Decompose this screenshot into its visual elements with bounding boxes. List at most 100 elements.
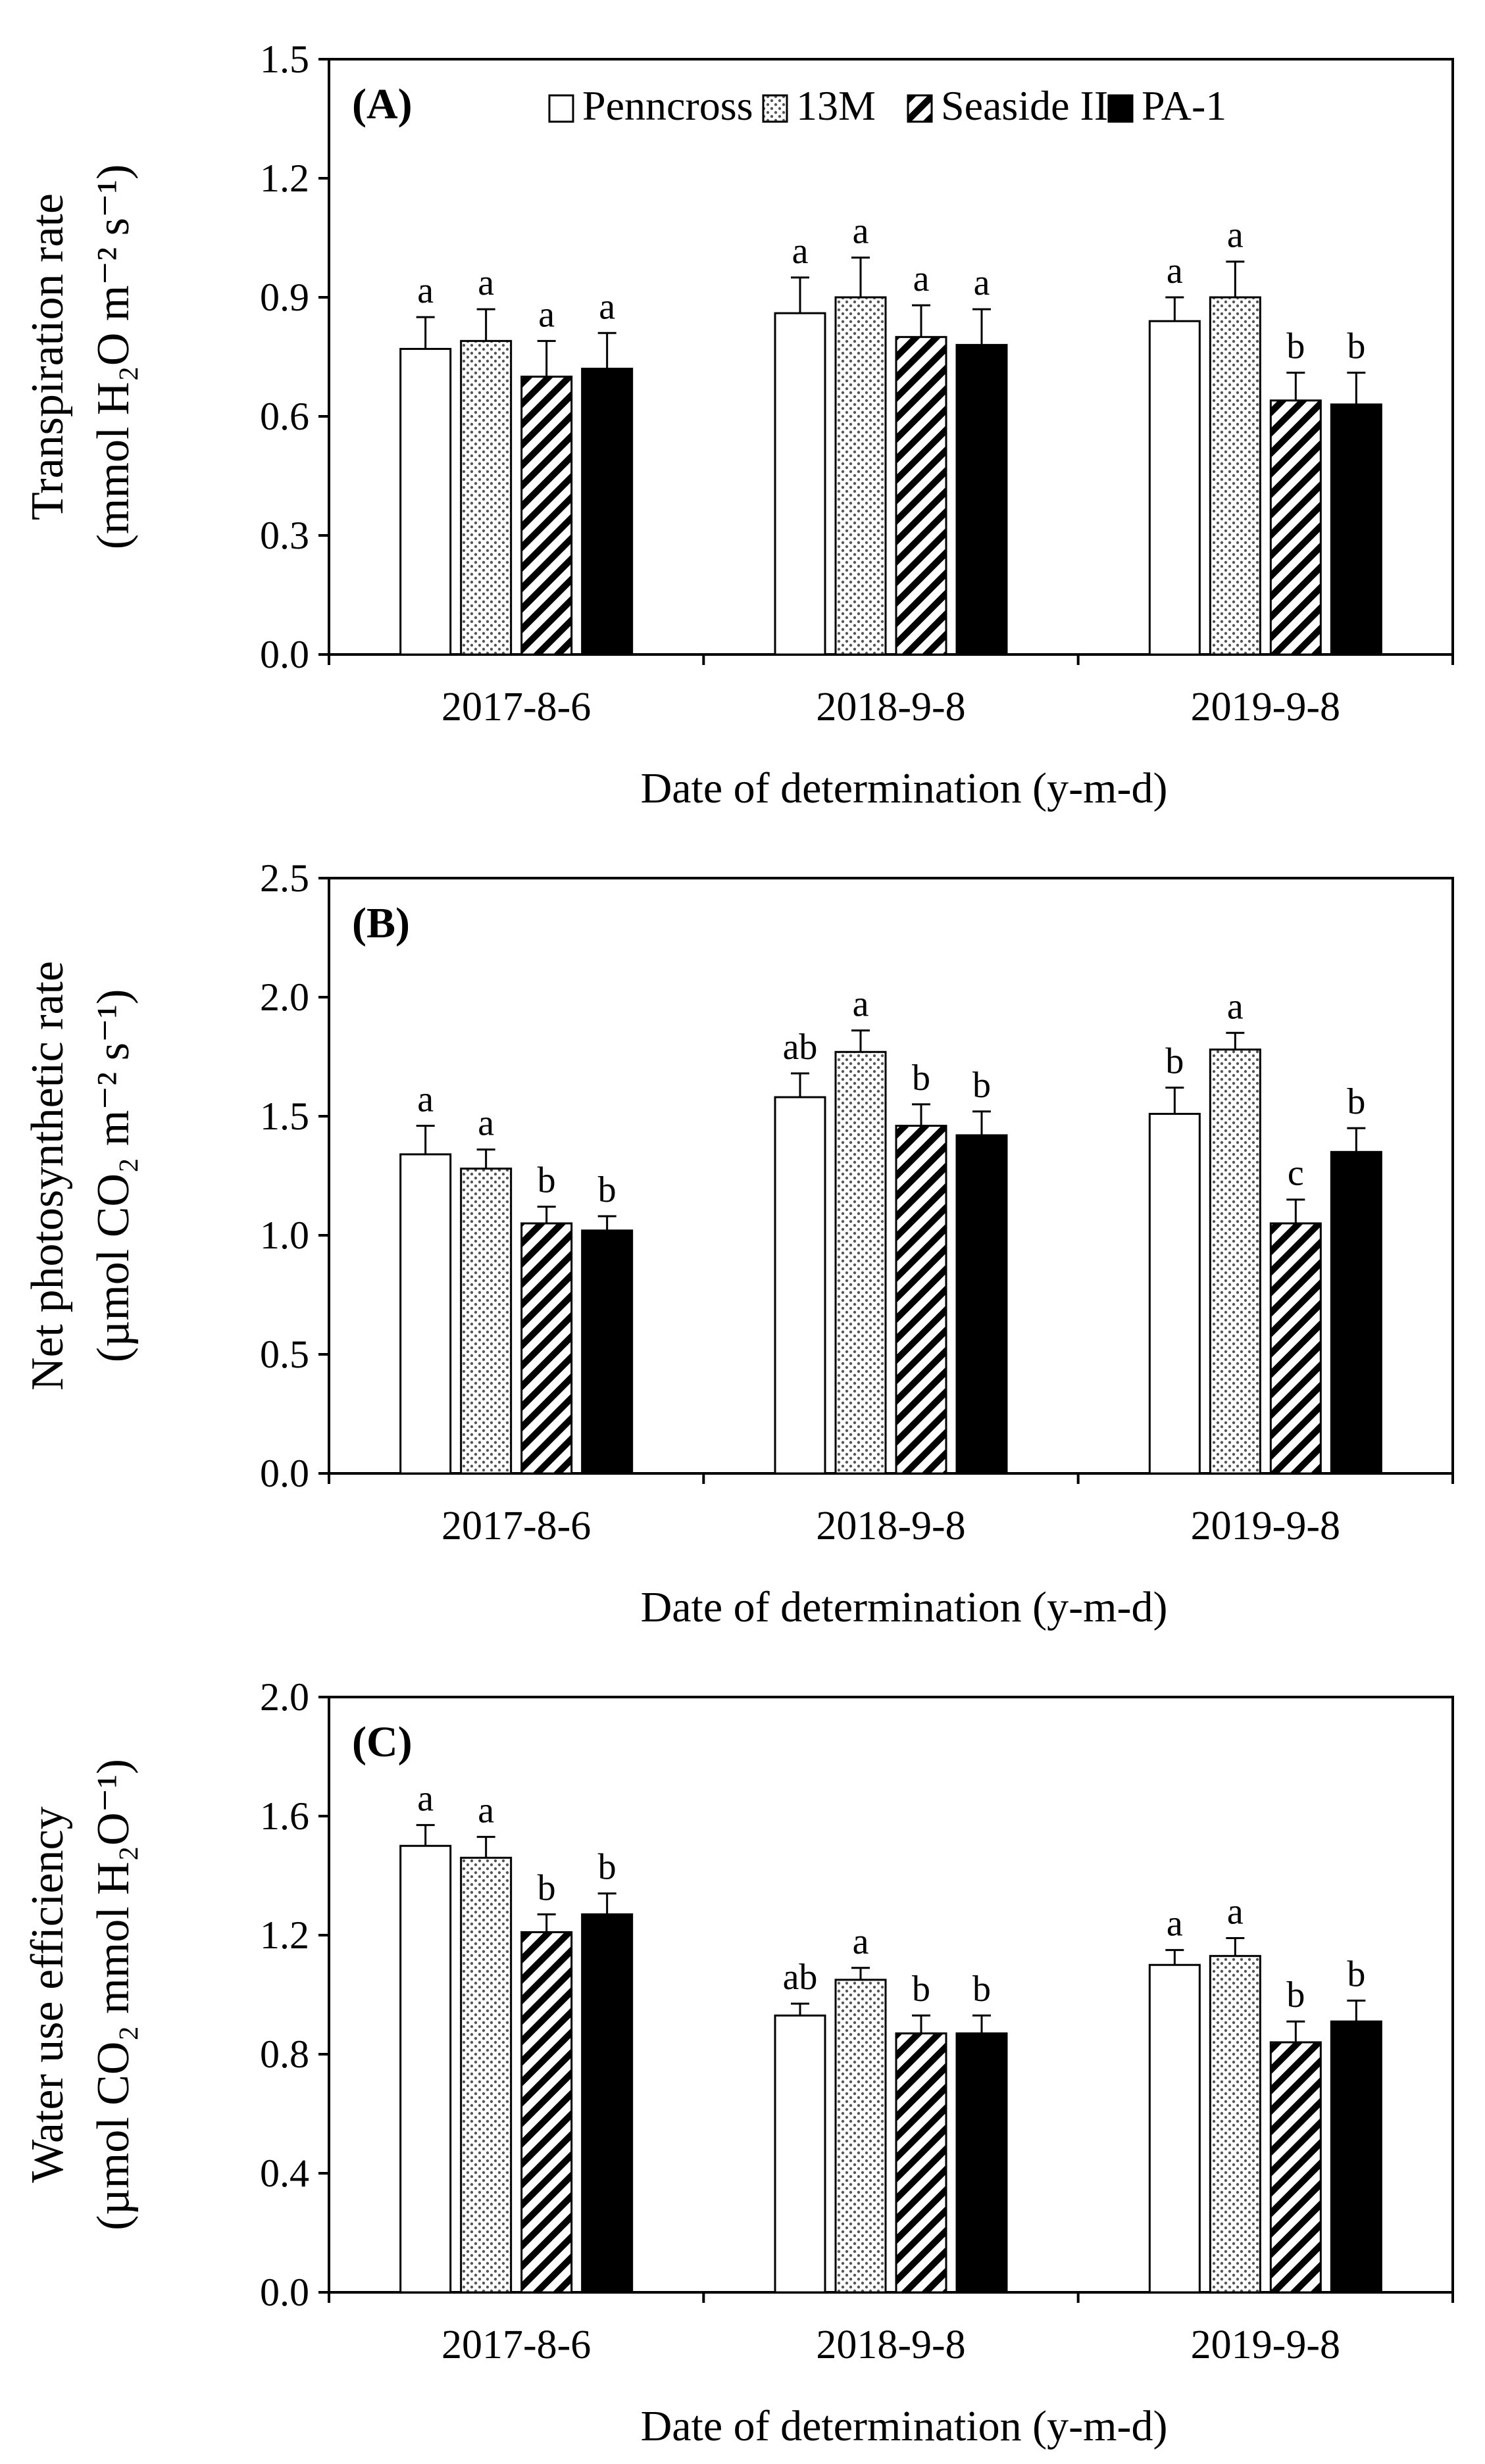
significance-letter: a — [853, 984, 869, 1025]
y-axis-subtitle: (µmol CO₂ mmol H₂O⁻¹) — [88, 1759, 139, 2230]
y-tick-label: 1.0 — [260, 1214, 309, 1257]
y-tick-label: 0.8 — [260, 2033, 309, 2076]
bar — [399, 347, 452, 656]
plot-frame — [328, 58, 1454, 656]
significance-letter: b — [972, 1065, 991, 1106]
y-tick-label: 2.0 — [260, 975, 309, 1019]
category-label: 2019-9-8 — [1191, 1504, 1340, 1548]
y-axis-title: Water use efficiency — [22, 1806, 73, 2182]
y-tick-label: 0.4 — [260, 2152, 309, 2195]
legend-swatch — [907, 94, 933, 123]
significance-letter: a — [913, 259, 930, 299]
bar — [460, 1856, 513, 2294]
significance-letter: a — [417, 270, 434, 311]
bar — [520, 376, 573, 656]
significance-letter: a — [478, 262, 494, 303]
bar — [460, 339, 513, 656]
bar — [1148, 320, 1201, 656]
category-label: 2017-8-6 — [441, 1504, 591, 1548]
significance-letter: a — [853, 1921, 869, 1962]
significance-letter: a — [478, 1103, 494, 1144]
significance-letter: a — [792, 231, 809, 272]
legend-label: 13M — [796, 82, 876, 129]
y-axis-title: Net photosynthetic rate — [22, 961, 73, 1391]
category-label: 2017-8-6 — [441, 2323, 591, 2367]
legend-swatch — [762, 94, 788, 123]
y-axis-title: Transpiration rate — [22, 193, 73, 520]
y-tick-label: 0.5 — [260, 1333, 309, 1376]
x-axis-title: Date of determination (y-m-d) — [641, 1583, 1168, 1631]
panel-label: (C) — [352, 1718, 413, 1766]
chart-panel-2: 0.0 0.5 1.0 1.5 2.0 2.5 2017-8-6 2018-9-8 2019-9… — [22, 856, 1454, 1631]
y-tick-label: 1.5 — [260, 1095, 309, 1138]
legend-swatch — [1107, 94, 1134, 123]
significance-letter: ab — [783, 1027, 818, 1068]
significance-letter: a — [417, 1779, 434, 1819]
bar — [1209, 1955, 1261, 2294]
plot-frame — [328, 1696, 1454, 2294]
plot-frame — [328, 877, 1454, 1475]
bar — [774, 312, 826, 656]
bar — [834, 1979, 887, 2294]
bar — [955, 2032, 1008, 2294]
bar — [399, 1844, 452, 2294]
bar — [1330, 1150, 1382, 1475]
y-tick-label: 2.5 — [260, 856, 309, 900]
category-label: 2018-9-8 — [816, 1504, 965, 1548]
significance-letter: b — [598, 1847, 617, 1888]
y-tick-label: 1.6 — [260, 1794, 309, 1838]
bar — [834, 1050, 887, 1475]
y-axis-subtitle: (mmol H₂O m⁻² s⁻¹) — [88, 164, 139, 550]
legend-label: PA-1 — [1142, 82, 1226, 129]
x-axis-title: Date of determination (y-m-d) — [641, 764, 1168, 812]
legend-swatch — [548, 94, 574, 123]
bar — [1330, 403, 1382, 656]
significance-letter: a — [853, 211, 869, 252]
y-tick-label: 2.0 — [260, 1675, 309, 1719]
bar — [895, 1124, 947, 1475]
bar — [520, 1222, 573, 1475]
y-tick-label: 0.9 — [260, 276, 309, 319]
y-tick-label: 0.0 — [260, 1452, 309, 1495]
significance-letter: a — [599, 286, 615, 327]
significance-letter: b — [1347, 1954, 1365, 1995]
bar — [774, 1096, 826, 1475]
significance-letter: b — [538, 1160, 556, 1201]
y-tick-label: 1.5 — [260, 37, 309, 81]
legend: Penncross 13M Seaside II PA-1 — [548, 82, 1226, 129]
bar — [1269, 2041, 1322, 2294]
bar — [774, 2014, 826, 2294]
significance-letter: b — [538, 1867, 556, 1908]
bar — [1269, 1222, 1322, 1475]
bar — [399, 1153, 452, 1475]
y-tick-label: 0.0 — [260, 633, 309, 676]
significance-letter: b — [598, 1170, 617, 1210]
bar — [1148, 1112, 1201, 1475]
bar — [1209, 296, 1261, 656]
y-tick-label: 1.2 — [260, 1913, 309, 1957]
significance-letter: a — [478, 1790, 494, 1831]
bar — [1148, 1963, 1201, 2294]
category-label: 2017-8-6 — [441, 685, 591, 729]
chart-panel-3: 0.0 0.4 0.8 1.2 1.6 2.0 2017-8-6 2018-9-8 2019-9… — [22, 1675, 1454, 2450]
significance-letter: a — [1227, 1892, 1244, 1933]
significance-letter: c — [1288, 1153, 1304, 1194]
significance-letter: ab — [783, 1957, 818, 1998]
bar — [1269, 399, 1322, 656]
bar — [460, 1168, 513, 1475]
significance-letter: b — [912, 1058, 930, 1098]
legend-label: Penncross — [582, 82, 753, 129]
y-tick-label: 0.6 — [260, 395, 309, 438]
y-axis-subtitle: (µmol CO₂ m⁻² s⁻¹) — [88, 989, 139, 1363]
y-tick-label: 1.2 — [260, 157, 309, 200]
bar — [895, 335, 947, 656]
significance-letter: a — [417, 1079, 434, 1120]
category-label: 2019-9-8 — [1191, 685, 1340, 729]
category-label: 2018-9-8 — [816, 685, 965, 729]
significance-letter: a — [1227, 215, 1244, 256]
bar — [581, 368, 634, 656]
significance-letter: a — [1227, 986, 1244, 1027]
category-label: 2018-9-8 — [816, 2323, 965, 2367]
legend-label: Seaside II — [941, 82, 1108, 129]
significance-letter: a — [974, 262, 990, 303]
